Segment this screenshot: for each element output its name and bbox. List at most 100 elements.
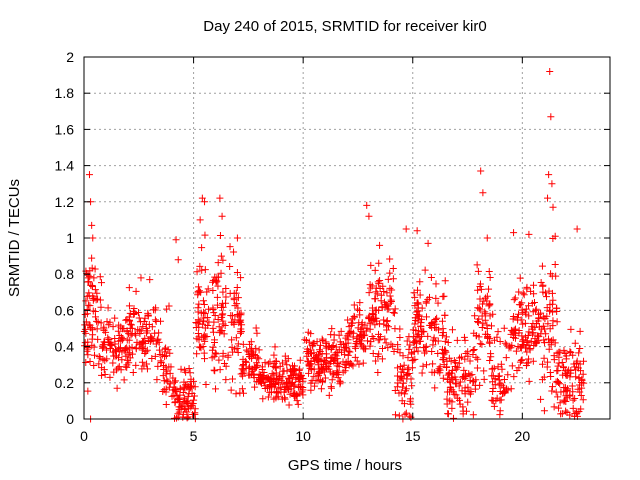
data-point: [199, 297, 207, 305]
data-point: [548, 387, 556, 395]
data-point: [179, 410, 187, 418]
data-point: [461, 384, 469, 392]
data-point: [504, 386, 512, 394]
data-point: [341, 351, 349, 359]
data-point: [205, 318, 213, 326]
data-point: [403, 337, 411, 345]
data-point: [411, 293, 419, 301]
data-point: [530, 281, 538, 289]
data-point: [216, 366, 224, 374]
data-point: [402, 409, 410, 417]
data-point: [482, 294, 490, 302]
data-point: [287, 372, 295, 380]
data-point: [401, 410, 409, 418]
data-point: [478, 312, 486, 320]
data-point: [94, 318, 102, 326]
data-point: [422, 361, 430, 369]
y-tick-label: 1.2: [55, 194, 75, 210]
data-point: [344, 351, 352, 359]
data-point: [539, 322, 547, 330]
data-point: [104, 304, 112, 312]
data-point: [358, 333, 366, 341]
data-point: [414, 327, 422, 335]
data-point: [449, 375, 457, 383]
data-point: [212, 278, 220, 286]
data-point: [537, 279, 545, 287]
data-point: [190, 392, 198, 400]
data-point: [227, 386, 235, 394]
data-point: [571, 363, 579, 371]
data-point: [471, 385, 479, 393]
data-point: [426, 293, 434, 301]
data-point: [199, 317, 207, 325]
data-point: [236, 317, 244, 325]
data-point: [308, 341, 316, 349]
data-point: [115, 321, 123, 329]
data-point: [424, 332, 432, 340]
data-point: [221, 321, 229, 329]
data-point: [555, 404, 563, 412]
data-point: [476, 381, 484, 389]
chart-title: Day 240 of 2015, SRMTID for receiver kir…: [203, 18, 486, 35]
data-point: [408, 364, 416, 372]
data-point: [476, 306, 484, 314]
data-point: [148, 323, 156, 331]
data-point: [98, 371, 106, 379]
data-point: [398, 375, 406, 383]
data-point: [354, 305, 362, 313]
data-point: [142, 320, 150, 328]
data-point: [549, 322, 557, 330]
data-point: [576, 344, 584, 352]
y-tick-label: 0: [66, 411, 74, 427]
data-point: [391, 387, 399, 395]
data-point: [386, 284, 394, 292]
data-point: [201, 266, 209, 274]
data-point: [217, 252, 225, 260]
data-point: [201, 324, 209, 332]
data-point: [180, 394, 188, 402]
data-point: [346, 359, 354, 367]
data-point: [366, 325, 374, 333]
data-point: [316, 348, 324, 356]
data-point: [214, 259, 222, 267]
data-point: [549, 383, 557, 391]
data-point: [290, 392, 298, 400]
data-point: [189, 411, 197, 419]
data-point: [239, 372, 247, 380]
data-point: [200, 300, 208, 308]
data-point: [345, 361, 353, 369]
data-point: [253, 363, 261, 371]
data-point: [515, 364, 523, 372]
data-point: [427, 273, 435, 281]
data-point: [88, 254, 96, 262]
data-point: [83, 292, 91, 300]
data-point: [448, 374, 456, 382]
data-point: [556, 380, 564, 388]
x-tick-label: 5: [190, 428, 198, 444]
data-point: [366, 342, 374, 350]
data-point: [332, 352, 340, 360]
data-point: [441, 277, 449, 285]
data-point: [337, 327, 345, 335]
data-point: [560, 364, 568, 372]
data-point: [208, 346, 216, 354]
data-point: [438, 317, 446, 325]
data-point: [147, 333, 155, 341]
data-point: [461, 355, 469, 363]
data-point: [161, 345, 169, 353]
data-point: [197, 288, 205, 296]
data-point: [272, 394, 280, 402]
data-point: [179, 398, 187, 406]
data-point: [371, 266, 379, 274]
data-point: [472, 353, 480, 361]
data-point: [196, 216, 204, 224]
x-tick-label: 20: [515, 428, 531, 444]
data-point: [478, 340, 486, 348]
data-point: [383, 321, 391, 329]
data-point: [193, 268, 201, 276]
x-axis-label: GPS time / hours: [288, 457, 402, 474]
data-point: [272, 364, 280, 372]
data-point: [234, 294, 242, 302]
axis-ticks: 00.20.40.60.811.21.41.61.820 5 10 15 20: [55, 49, 610, 444]
data-point: [198, 266, 206, 274]
